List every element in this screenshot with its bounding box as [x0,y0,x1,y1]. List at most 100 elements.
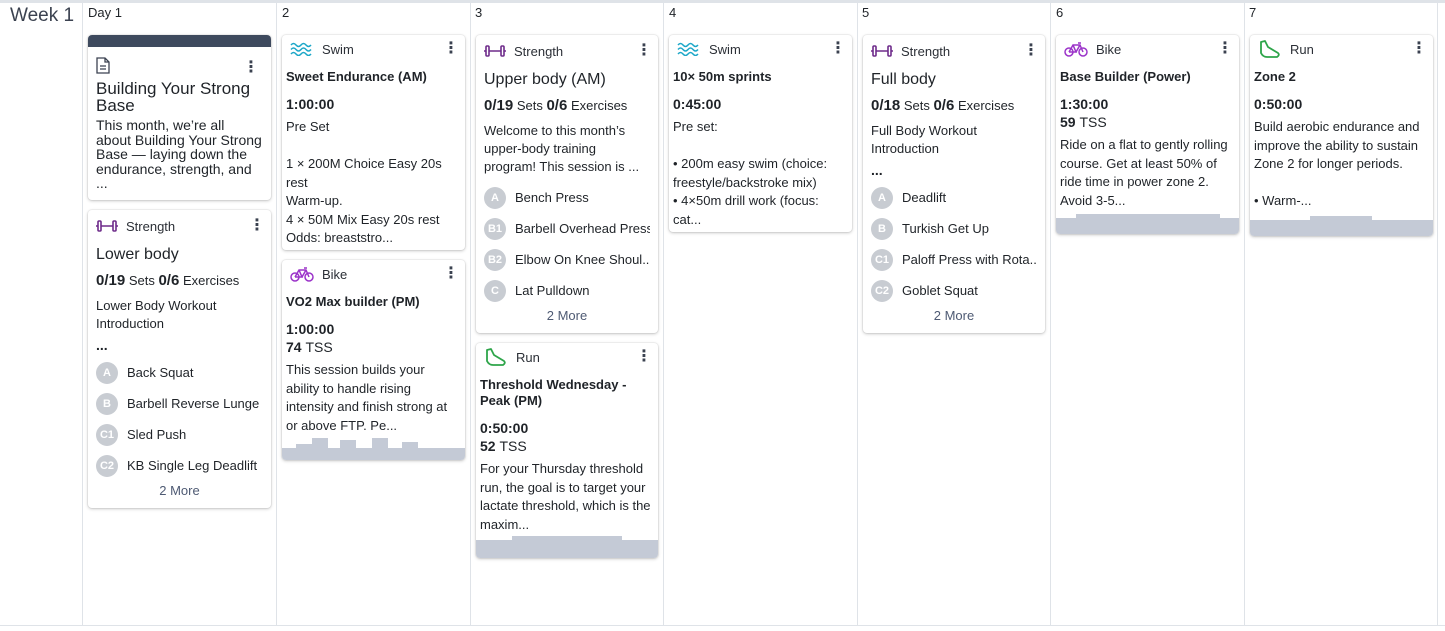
exercises-count: 0/6 [933,97,955,114]
workout-description: This session builds your ability to hand… [286,362,448,433]
exercise-name: Back Squat [127,365,194,380]
exercise-item[interactable]: C2 Goblet Squat [871,275,1037,306]
exercise-item[interactable]: A Back Squat [96,357,263,388]
exercise-badge: C2 [96,454,118,477]
note-title: Building Your Strong Base [96,79,251,115]
note-card[interactable]: ⋮ Building Your Strong Base This month, … [88,35,271,200]
tss-value: 74 [286,339,302,355]
sets-count: 0/19 [484,97,514,114]
sets-label: Sets [128,273,155,288]
more-exercises-link[interactable]: 2 More [159,483,200,498]
workout-card-bike[interactable]: Bike ⋮ Base Builder (Power) 1:30:00 59 T… [1056,35,1239,234]
exercise-item[interactable]: B2 Elbow On Knee Shoul... [484,244,650,275]
workout-description: Pre Set 1 × 200M Choice Easy 20s rest Wa… [286,119,442,245]
tss-summary: 52 TSS [476,437,658,455]
exercise-item[interactable]: B Turkish Get Up [871,213,1037,244]
more-options-icon[interactable]: ⋮ [830,40,846,57]
exercise-item[interactable]: A Deadlift [871,182,1037,213]
exercises-label: Exercises [957,98,1015,113]
workout-duration: 0:45:00 [673,96,722,112]
day-column-3[interactable] [470,3,663,625]
workout-title: Upper body (AM) [484,71,606,88]
sport-label: Strength [901,43,951,59]
intensity-graph [1250,216,1433,236]
workout-duration: 1:00:00 [286,321,335,337]
exercise-name: Paloff Press with Rota... [902,252,1037,267]
workout-card-run[interactable]: Run ⋮ Zone 2 0:50:00 Build aerobic endur… [1250,35,1433,236]
exercise-badge: C2 [871,279,893,302]
dumbbell-icon [484,44,506,58]
exercise-item[interactable]: C2 KB Single Leg Deadlift [96,450,263,481]
workout-description: Pre set: • 200m easy swim (choice: frees… [673,119,828,227]
more-options-icon[interactable]: ⋮ [1023,42,1039,59]
description-ellipsis: ... [96,337,108,353]
exercise-name: Sled Push [127,427,187,442]
workout-card-lower-body[interactable]: Strength ⋮ Lower body 0/19 Sets 0/6 Exer… [88,210,271,508]
exercise-item[interactable]: C1 Paloff Press with Rota... [871,244,1037,275]
workout-title: Zone 2 [1254,69,1296,84]
exercise-name: Elbow On Knee Shoul... [515,252,650,267]
workout-card-upper-body[interactable]: Strength ⋮ Upper body (AM) 0/19 Sets 0/6… [476,35,658,333]
more-exercises-link[interactable]: 2 More [933,308,975,323]
exercise-item[interactable]: C1 Sled Push [96,419,263,450]
more-options-icon[interactable]: ⋮ [249,217,265,234]
day-column-5[interactable] [857,3,1050,625]
workout-duration: 1:30:00 [1060,96,1109,112]
intensity-graph [282,438,465,460]
workout-description: Welcome to this month’s upper-body train… [484,123,640,174]
sport-label: Swim [322,41,354,57]
more-options-icon[interactable]: ⋮ [636,42,652,59]
sets-count: 0/19 [96,272,126,289]
workout-duration: 0:50:00 [480,420,529,436]
dumbbell-icon [96,219,118,233]
swim-waves-icon [290,42,314,56]
exercises-label: Exercises [570,98,628,113]
sport-label: Swim [709,41,741,57]
day-number: 3 [475,5,483,20]
exercise-list: A Back Squat B Barbell Reverse Lunge C1 Sle… [88,357,271,481]
more-options-icon[interactable]: ⋮ [1411,40,1427,57]
day-number: 5 [862,5,870,20]
day-column-2[interactable] [276,3,470,625]
intensity-graph [476,536,658,558]
workout-card-run[interactable]: Run ⋮ Threshold Wednesday - Peak (PM) 0:… [476,343,658,558]
week-label: Week 1 [10,5,75,26]
more-options-icon[interactable]: ⋮ [636,348,652,365]
calendar-top-border [0,0,1445,3]
day-column-7[interactable] [1244,3,1438,625]
more-options-icon[interactable]: ⋮ [1217,40,1233,57]
more-options-icon[interactable]: ⋮ [443,40,459,57]
workout-title: VO2 Max builder (PM) [286,294,420,309]
running-shoe-icon [1258,39,1282,59]
workout-card-swim[interactable]: Swim ⋮ Sweet Endurance (AM) 1:00:00 Pre … [282,35,465,250]
workout-card-swim[interactable]: Swim ⋮ 10× 50m sprints 0:45:00 Pre set: … [669,35,852,232]
exercise-badge: B [871,217,893,240]
exercise-badge: C1 [871,248,893,271]
exercise-item[interactable]: A Bench Press [484,182,650,213]
workout-description: Lower Body Workout Introduction [96,298,217,331]
workout-card-bike[interactable]: Bike ⋮ VO2 Max builder (PM) 1:00:00 74 T… [282,260,465,460]
day-number: 4 [669,5,677,20]
day-column-4[interactable] [663,3,857,625]
workout-title: Threshold Wednesday - Peak (PM) [480,377,627,408]
workout-description: For your Thursday threshold run, the goa… [480,461,651,532]
day-column-6[interactable] [1050,3,1244,625]
note-color-bar [88,35,271,47]
workout-card-full-body[interactable]: Strength ⋮ Full body 0/18 Sets 0/6 Exerc… [863,35,1045,333]
exercise-item[interactable]: B1 Barbell Overhead Press [484,213,650,244]
more-exercises-link[interactable]: 2 More [546,308,588,323]
more-options-icon[interactable]: ⋮ [443,265,459,282]
sport-label: Bike [1096,41,1122,57]
sets-summary: 0/18 Sets 0/6 Exercises [863,97,1045,114]
exercise-item[interactable]: C Lat Pulldown [484,275,650,306]
sport-label: Strength [126,218,176,234]
sport-label: Run [516,349,540,365]
exercise-item[interactable]: B Barbell Reverse Lunge [96,388,263,419]
more-options-icon[interactable]: ⋮ [243,59,259,76]
description-ellipsis: ... [871,162,883,178]
exercise-name: Barbell Reverse Lunge [127,396,260,411]
day-column-1[interactable] [82,3,276,625]
tss-label: TSS [305,339,333,355]
workout-description: Full Body Workout Introduction [871,123,977,156]
tss-summary: 59 TSS [1056,113,1239,131]
